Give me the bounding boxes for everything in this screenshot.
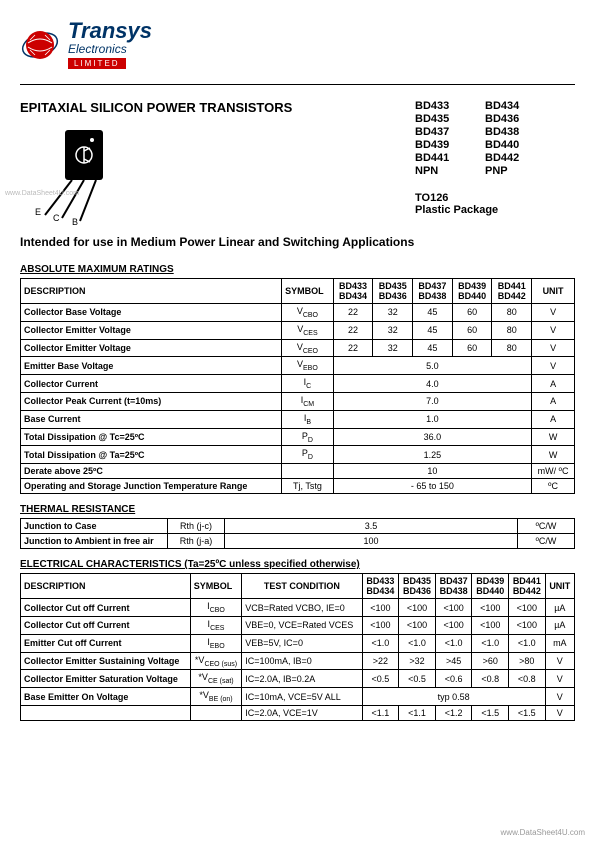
table-row: Base Emitter On Voltage*VBE (on)IC=10mA,… xyxy=(21,688,575,706)
col-description: DESCRIPTION xyxy=(21,574,191,599)
table-row: Collector CurrentIC4.0A xyxy=(21,375,575,393)
svg-text:C: C xyxy=(53,213,60,223)
svg-text:B: B xyxy=(72,217,78,225)
table-row: Operating and Storage Junction Temperatu… xyxy=(21,479,575,494)
company-name: Transys xyxy=(68,20,152,42)
part-bd436: BD436 xyxy=(485,113,540,125)
table-row: Junction to Ambient in free airRth (j-a)… xyxy=(21,534,575,549)
col-e-bd437: BD437BD438 xyxy=(435,574,472,599)
col-e-bd439: BD439BD440 xyxy=(472,574,509,599)
col-e-bd435: BD435BD436 xyxy=(399,574,436,599)
header: Transys Electronics LIMITED xyxy=(20,20,575,69)
part-bd434: BD434 xyxy=(485,100,540,112)
table-header-row: DESCRIPTION SYMBOL TEST CONDITION BD433B… xyxy=(21,574,575,599)
table-row: Base CurrentIB1.0A xyxy=(21,410,575,428)
watermark-left: www.DataSheet4U.com xyxy=(5,190,79,197)
col-bd441: BD441BD442 xyxy=(492,279,532,304)
abs-ratings-table: DESCRIPTION SYMBOL BD433BD434 BD435BD436… xyxy=(20,278,575,494)
col-unit: UNIT xyxy=(532,279,575,304)
part-bd441: BD441 xyxy=(415,152,470,164)
table-row: Junction to CaseRth (j-c)3.5ºC/W xyxy=(21,519,575,534)
part-bd438: BD438 xyxy=(485,126,540,138)
table-row: Collector Peak Current (t=10ms)ICM7.0A xyxy=(21,392,575,410)
part-bd440: BD440 xyxy=(485,139,540,151)
table-row: Emitter Base VoltageVEBO5.0V xyxy=(21,357,575,375)
main-title: EPITAXIAL SILICON POWER TRANSISTORS xyxy=(20,100,292,115)
part-pnp: PNP xyxy=(485,165,540,177)
table-row: Collector Cut off CurrentICBOVCB=Rated V… xyxy=(21,599,575,617)
table-row: Collector Emitter VoltageVCEO2232456080V xyxy=(21,339,575,357)
col-e-bd441: BD441BD442 xyxy=(509,574,546,599)
table-row: Total Dissipation @ Tc=25ºCPD36.0W xyxy=(21,428,575,446)
table-row: Collector Emitter Sustaining Voltage*VCE… xyxy=(21,652,575,670)
company-logo xyxy=(20,25,60,65)
package-desc: Plastic Package xyxy=(415,204,525,216)
electrical-table: DESCRIPTION SYMBOL TEST CONDITION BD433B… xyxy=(20,573,575,721)
col-symbol: SYMBOL xyxy=(282,279,334,304)
part-bd439: BD439 xyxy=(415,139,470,151)
col-bd437: BD437BD438 xyxy=(413,279,453,304)
watermark: www.DataSheet4U.com xyxy=(501,828,585,837)
table-row: Total Dissipation @ Ta=25ºCPD1.25W xyxy=(21,446,575,464)
part-bd442: BD442 xyxy=(485,152,540,164)
table-header-row: DESCRIPTION SYMBOL BD433BD434 BD435BD436… xyxy=(21,279,575,304)
table-row: Collector Emitter VoltageVCES2232456080V xyxy=(21,321,575,339)
transistor-diagram: E C B xyxy=(20,125,140,225)
col-symbol: SYMBOL xyxy=(190,574,241,599)
col-e-unit: UNIT xyxy=(545,574,574,599)
table-row: IC=2.0A, VCE=1V<1.1<1.1<1.2<1.5<1.5V xyxy=(21,705,575,720)
table-row: Collector Emitter Saturation Voltage*VCE… xyxy=(21,670,575,688)
part-bd433: BD433 xyxy=(415,100,470,112)
intended-use: Intended for use in Medium Power Linear … xyxy=(20,235,575,249)
table-row: Derate above 25ºC10mW/ ºC xyxy=(21,464,575,479)
title-row: EPITAXIAL SILICON POWER TRANSISTORS E C … xyxy=(20,100,575,225)
col-e-bd433: BD433BD434 xyxy=(362,574,399,599)
col-bd433: BD433BD434 xyxy=(333,279,373,304)
part-numbers: BD433 BD434 BD435 BD436 BD437 BD438 BD43… xyxy=(415,100,565,177)
abs-ratings-title: ABSOLUTE MAXIMUM RATINGS xyxy=(20,264,575,275)
package-info: TO126 Plastic Package xyxy=(415,192,525,216)
table-row: Collector Cut off CurrentICESVBE=0, VCE=… xyxy=(21,616,575,634)
thermal-table: Junction to CaseRth (j-c)3.5ºC/WJunction… xyxy=(20,518,575,549)
part-bd437: BD437 xyxy=(415,126,470,138)
col-description: DESCRIPTION xyxy=(21,279,282,304)
col-bd435: BD435BD436 xyxy=(373,279,413,304)
electrical-title: ELECTRICAL CHARACTERISTICS (Ta=25ºC unle… xyxy=(20,559,575,570)
divider xyxy=(20,84,575,85)
part-bd435: BD435 xyxy=(415,113,470,125)
part-npn: NPN xyxy=(415,165,470,177)
package-type: TO126 xyxy=(415,192,525,204)
table-row: Emitter Cut off CurrentIEBOVEB=5V, IC=0<… xyxy=(21,634,575,652)
col-bd439: BD439BD440 xyxy=(452,279,492,304)
table-row: Collector Base VoltageVCBO2232456080V xyxy=(21,304,575,322)
svg-text:E: E xyxy=(35,207,41,217)
company-sub: Electronics xyxy=(68,42,152,56)
thermal-title: THERMAL RESISTANCE xyxy=(20,504,575,515)
limited-badge: LIMITED xyxy=(68,58,126,69)
col-test-condition: TEST CONDITION xyxy=(242,574,362,599)
company-text: Transys Electronics LIMITED xyxy=(68,20,152,69)
